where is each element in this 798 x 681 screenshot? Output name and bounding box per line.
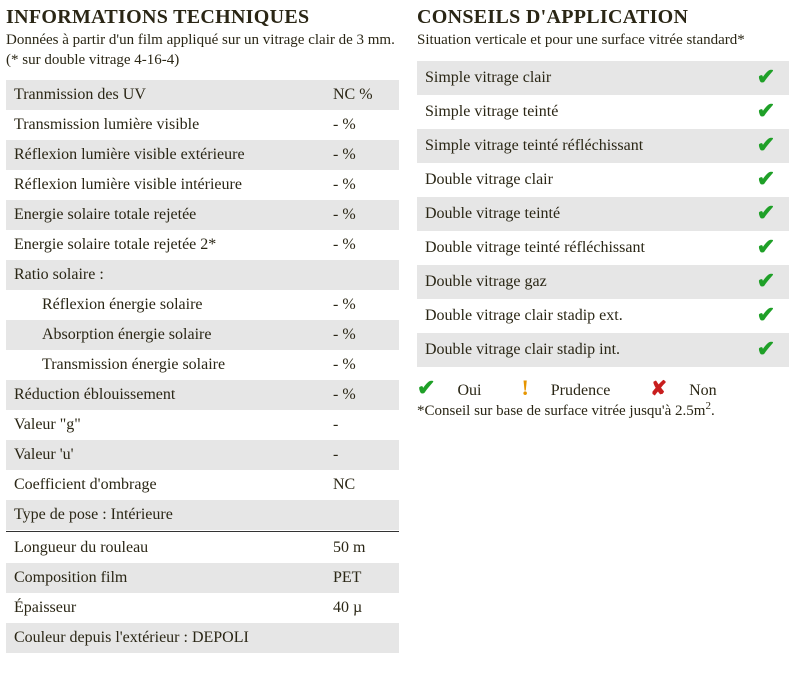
table-row: Type de pose : Intérieure — [6, 500, 399, 530]
check-icon: ✔ — [757, 64, 775, 89]
table-row: Double vitrage teinté ✔ — [417, 197, 789, 231]
check-icon: ✔ — [757, 336, 775, 361]
table-row: Simple vitrage teinté réfléchissant ✔ — [417, 129, 789, 163]
table-row: Simple vitrage clair ✔ — [417, 61, 789, 95]
row-label: Épaisseur — [14, 599, 333, 617]
row-label: Double vitrage clair — [425, 171, 751, 189]
table-row: Double vitrage teinté réfléchissant ✔ — [417, 231, 789, 265]
legend-ok-label: Oui — [457, 382, 481, 399]
table-row: Absorption énergie solaire- % — [6, 320, 399, 350]
table-row: Coefficient d'ombrageNC — [6, 470, 399, 500]
row-label: Réduction éblouissement — [14, 386, 333, 404]
warning-icon: ! — [521, 375, 528, 400]
row-label: Couleur depuis l'extérieur : DEPOLI — [14, 629, 333, 647]
row-value: 40 µ — [333, 599, 391, 617]
application-advice-section: CONSEILS D'APPLICATION Situation vertica… — [417, 6, 789, 653]
table-row: Couleur depuis l'extérieur : DEPOLI — [6, 623, 399, 653]
row-label: Simple vitrage clair — [425, 69, 751, 87]
row-label: Composition film — [14, 569, 333, 587]
row-value: NC % — [333, 86, 391, 104]
section-title: CONSEILS D'APPLICATION — [417, 6, 789, 29]
check-icon: ✔ — [757, 132, 775, 157]
legend-warn-label: Prudence — [551, 382, 611, 399]
table-row: Épaisseur40 µ — [6, 593, 399, 623]
section-subtitle: Situation verticale et pour une surface … — [417, 31, 789, 51]
section-title: INFORMATIONS TECHNIQUES — [6, 6, 399, 29]
row-value: - % — [333, 116, 391, 134]
table-row: Réduction éblouissement- % — [6, 380, 399, 410]
application-table: Simple vitrage clair✔Simple vitrage tein… — [417, 61, 789, 367]
table-row: Valeur 'u'- — [6, 440, 399, 470]
row-value: - % — [333, 386, 391, 404]
table-row: Transmission énergie solaire- % — [6, 350, 399, 380]
table-row: Tranmission des UVNC % — [6, 80, 399, 110]
legend-note: *Conseil sur base de surface vitrée jusq… — [417, 400, 789, 420]
check-icon: ✔ — [757, 234, 775, 259]
check-icon: ✔ — [417, 375, 435, 400]
check-icon: ✔ — [757, 268, 775, 293]
row-label: Simple vitrage teinté réfléchissant — [425, 137, 751, 155]
section-subtitle: Données à partir d'un film appliqué sur … — [6, 31, 399, 70]
row-label: Ratio solaire : — [14, 266, 333, 284]
row-label: Absorption énergie solaire — [14, 326, 333, 344]
table-row: Double vitrage gaz ✔ — [417, 265, 789, 299]
table-row: Réflexion lumière visible intérieure- % — [6, 170, 399, 200]
check-icon: ✔ — [757, 200, 775, 225]
table-row: Simple vitrage teinté ✔ — [417, 95, 789, 129]
row-value: 50 m — [333, 539, 391, 557]
row-label: Transmission lumière visible — [14, 116, 333, 134]
row-value: PET — [333, 569, 391, 587]
row-label: Réflexion lumière visible intérieure — [14, 176, 333, 194]
table-row: Double vitrage clair ✔ — [417, 163, 789, 197]
row-label: Coefficient d'ombrage — [14, 476, 333, 494]
table-row: Energie solaire totale rejetée 2*- % — [6, 230, 399, 260]
row-label: Double vitrage teinté — [425, 205, 751, 223]
row-value: - % — [333, 206, 391, 224]
row-label: Valeur "g" — [14, 416, 333, 434]
table-row: Composition filmPET — [6, 563, 399, 593]
row-label: Double vitrage clair stadip ext. — [425, 307, 751, 325]
check-icon: ✔ — [757, 302, 775, 327]
table-row: Longueur du rouleau50 m — [6, 533, 399, 563]
row-value: - % — [333, 146, 391, 164]
table-row: Réflexion énergie solaire- % — [6, 290, 399, 320]
legend-no-label: Non — [689, 382, 717, 399]
row-label: Valeur 'u' — [14, 446, 333, 464]
row-label: Longueur du rouleau — [14, 539, 333, 557]
technical-table: Tranmission des UVNC %Transmission lumiè… — [6, 80, 399, 530]
check-icon: ✔ — [757, 166, 775, 191]
row-value: NC — [333, 476, 391, 494]
row-label: Energie solaire totale rejetée — [14, 206, 333, 224]
technical-info-section: INFORMATIONS TECHNIQUES Données à partir… — [6, 6, 399, 653]
row-value: - % — [333, 236, 391, 254]
row-value: - % — [333, 356, 391, 374]
legend: ✔ Oui ! Prudence ✘ Non *Conseil sur base… — [417, 377, 789, 420]
row-label: Energie solaire totale rejetée 2* — [14, 236, 333, 254]
row-label: Simple vitrage teinté — [425, 103, 751, 121]
row-value: - — [333, 446, 391, 464]
table-divider — [6, 531, 399, 532]
table-row: Double vitrage clair stadip int. ✔ — [417, 333, 789, 367]
table-row: Valeur "g"- — [6, 410, 399, 440]
row-value: - — [333, 416, 391, 434]
cross-icon: ✘ — [650, 378, 667, 400]
row-label: Réflexion énergie solaire — [14, 296, 333, 314]
check-icon: ✔ — [757, 98, 775, 123]
table-row: Double vitrage clair stadip ext. ✔ — [417, 299, 789, 333]
row-value: - % — [333, 326, 391, 344]
row-label: Réflexion lumière visible extérieure — [14, 146, 333, 164]
table-row: Transmission lumière visible- % — [6, 110, 399, 140]
table-row: Réflexion lumière visible extérieure- % — [6, 140, 399, 170]
row-value: - % — [333, 176, 391, 194]
table-row: Energie solaire totale rejetée- % — [6, 200, 399, 230]
row-label: Type de pose : Intérieure — [14, 506, 333, 524]
row-label: Double vitrage clair stadip int. — [425, 341, 751, 359]
technical-table-2: Longueur du rouleau50 mComposition filmP… — [6, 533, 399, 653]
row-label: Double vitrage gaz — [425, 273, 751, 291]
row-value: - % — [333, 296, 391, 314]
row-label: Double vitrage teinté réfléchissant — [425, 239, 751, 257]
row-label: Tranmission des UV — [14, 86, 333, 104]
table-row: Ratio solaire : — [6, 260, 399, 290]
row-label: Transmission énergie solaire — [14, 356, 333, 374]
